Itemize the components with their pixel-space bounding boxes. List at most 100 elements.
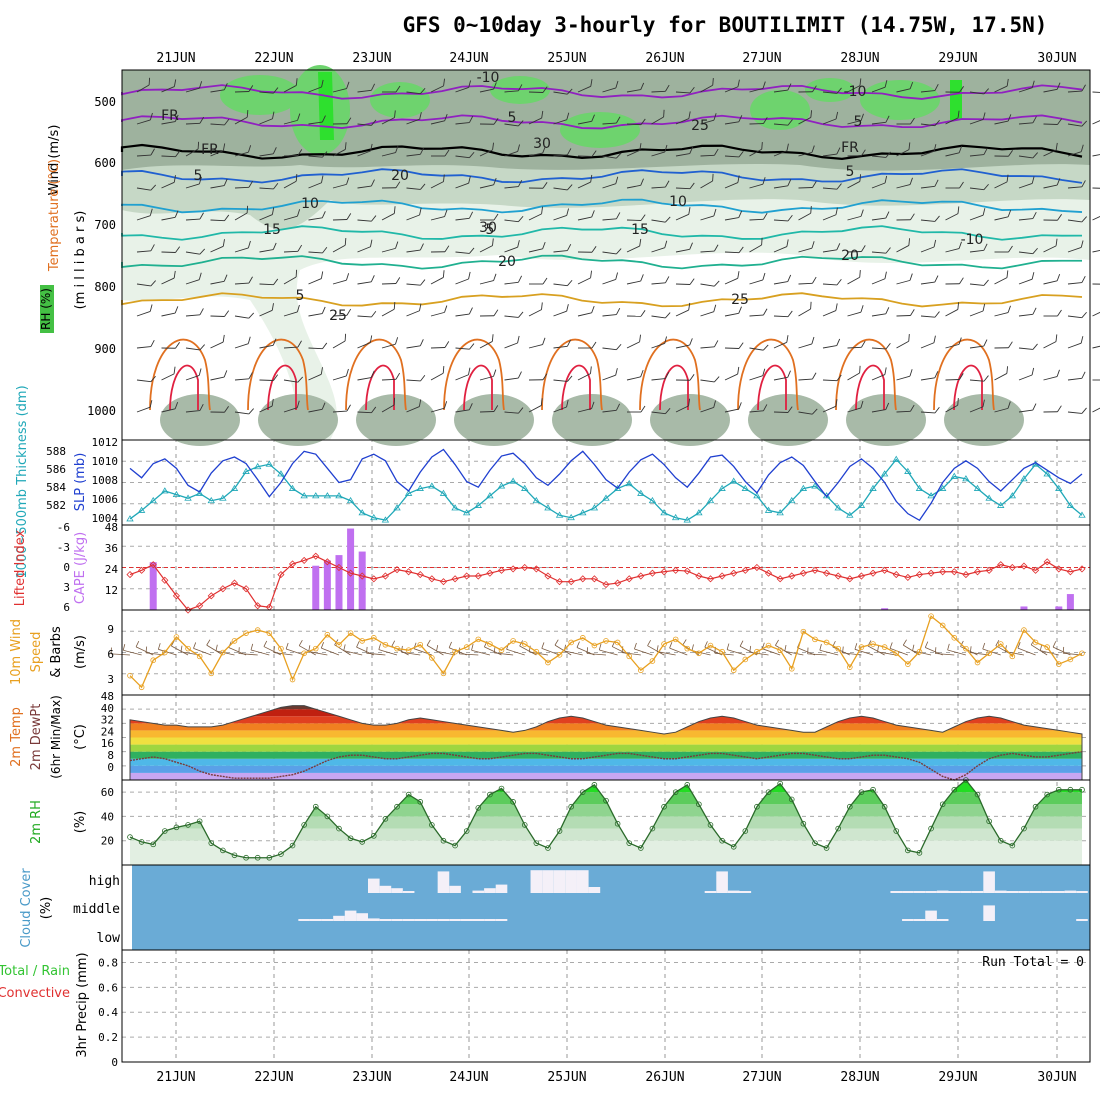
barb-feather	[704, 641, 708, 648]
upper-wind-barb	[724, 150, 744, 158]
upper-wind-barb	[920, 406, 940, 414]
barb-feather	[713, 280, 720, 287]
upper-wind-barb	[700, 304, 717, 317]
barb-shaft	[700, 311, 714, 317]
barb-feather	[566, 88, 573, 95]
barb-feather	[223, 83, 228, 90]
barb-feather	[884, 80, 888, 88]
upper-wind-barb	[896, 81, 914, 93]
upper-wind-barb	[627, 405, 646, 413]
barb-shaft	[406, 214, 420, 221]
barb-shaft	[599, 649, 618, 656]
barb-feather	[1008, 341, 1013, 348]
contour-label: 10	[301, 196, 319, 212]
barb-shaft	[210, 219, 225, 222]
barb-shaft	[308, 86, 322, 93]
barb-feather	[297, 209, 301, 217]
barb-feather	[272, 147, 277, 154]
pressure-tick: 800	[94, 280, 116, 294]
barb-shaft	[259, 283, 274, 286]
upper-wind-barb	[651, 144, 668, 157]
wind10-point	[614, 639, 621, 646]
barb-feather	[714, 340, 719, 347]
barb-feather	[250, 643, 254, 651]
barb-feather	[934, 275, 939, 283]
barb-feather	[223, 370, 228, 378]
upper-wind-barb	[479, 273, 497, 285]
rh2m-point	[162, 828, 168, 834]
upper-wind-barb	[455, 271, 471, 285]
cloud-cell-high	[727, 890, 740, 893]
upper-wind-barb	[1043, 369, 1060, 381]
upper-wind-barb	[1043, 405, 1062, 413]
barb-feather	[689, 338, 693, 346]
temp-line	[129, 705, 1083, 780]
lifted-index-point	[753, 563, 761, 572]
upper-wind-barb	[920, 275, 939, 285]
rh2m-point	[591, 782, 598, 788]
upper-wind-barb	[1043, 82, 1061, 93]
barb-feather	[958, 241, 962, 249]
barb-shaft	[871, 278, 886, 285]
upper-wind-barb	[700, 173, 714, 189]
barb-feather	[517, 335, 520, 344]
barb-shaft	[234, 378, 249, 381]
barb-shaft	[871, 86, 886, 93]
date-label-bottom: 21JUN	[156, 1070, 195, 1085]
barb-shaft	[185, 410, 200, 413]
wind10-point	[475, 636, 482, 643]
upper-wind-barb	[724, 402, 742, 413]
wind10-point	[905, 661, 911, 667]
barb-shaft	[308, 121, 323, 125]
wind10-point	[243, 630, 249, 636]
barb-feather	[640, 405, 646, 413]
upper-wind-barb	[504, 240, 520, 253]
barb-feather	[775, 639, 779, 646]
upper-wind-barb	[136, 77, 151, 93]
upper-wind-barb	[406, 303, 422, 317]
upper-wind-barb	[381, 337, 399, 349]
barb-shaft	[1092, 405, 1100, 413]
barb-shaft	[426, 645, 444, 656]
upper-wind-barb	[920, 311, 940, 318]
thickness-point	[393, 504, 401, 511]
barb-feather	[762, 344, 769, 351]
barb-feather	[224, 118, 230, 126]
barb-feather	[122, 644, 126, 651]
thickness-point	[462, 509, 471, 516]
barb-feather	[861, 149, 866, 156]
contour-label: 10	[669, 194, 687, 210]
barb-shaft	[871, 217, 886, 221]
upper-wind-barb	[798, 372, 817, 381]
upper-wind-barb	[430, 341, 450, 349]
upper-wind-barb	[234, 408, 254, 415]
barb-shaft	[259, 214, 273, 221]
wind10-point	[997, 641, 1004, 647]
barb-shaft	[920, 90, 935, 93]
temp-axis-label: Temperature (°C)	[47, 159, 62, 272]
barb-feather	[982, 303, 986, 312]
barb-shaft	[602, 183, 616, 189]
upper-wind-barb	[724, 342, 744, 349]
barb-shaft	[185, 314, 200, 317]
cloud-cell-high	[913, 891, 926, 893]
barb-shaft	[798, 117, 812, 125]
barb-feather	[344, 333, 347, 342]
date-label-top: 26JUN	[645, 51, 684, 66]
barb-feather	[173, 175, 176, 183]
barb-shaft	[577, 373, 591, 381]
upper-wind-barb	[675, 374, 695, 381]
barb-shaft	[896, 279, 911, 285]
barb-feather	[934, 83, 939, 91]
rh-axis-label: RH (%)	[39, 288, 53, 330]
upper-wind-barb	[749, 177, 766, 189]
barb-feather	[786, 335, 789, 343]
date-label-bottom: 27JUN	[742, 1070, 781, 1085]
upper-wind-barb	[1092, 309, 1100, 317]
date-label-bottom: 28JUN	[840, 1070, 879, 1085]
barb-shaft	[969, 214, 984, 221]
barb-feather	[150, 184, 157, 191]
barb-shaft	[700, 215, 715, 221]
rh2m-point	[521, 822, 528, 828]
barb-feather	[197, 141, 200, 150]
